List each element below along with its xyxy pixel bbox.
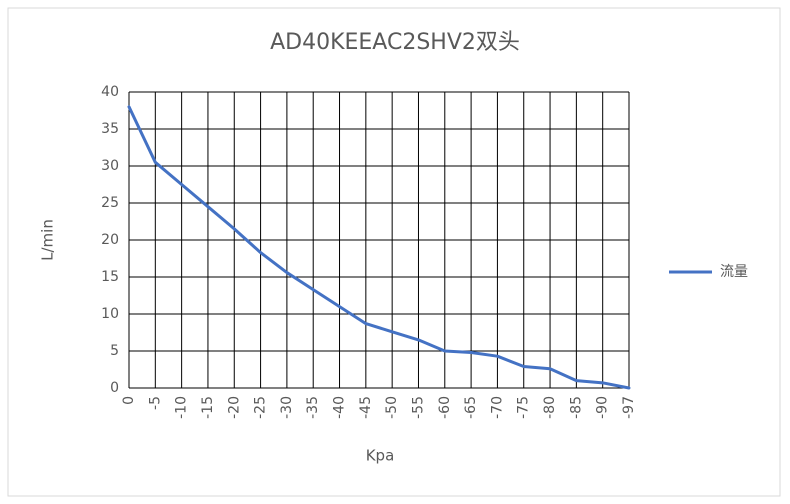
chart-frame — [7, 7, 781, 497]
y-axis-title: L/min — [39, 219, 57, 261]
x-axis-title: Kpa — [366, 447, 395, 465]
y-tick-label: 20 — [101, 232, 119, 248]
legend-label: 流量 — [720, 264, 748, 280]
y-tick-label: 35 — [101, 121, 119, 137]
y-tick-label: 0 — [110, 380, 119, 396]
x-tick-label: -50 — [384, 396, 400, 419]
y-tick-label: 40 — [101, 84, 119, 100]
x-tick-label: -70 — [489, 396, 505, 419]
chart-title: AD40KEEAC2SHV2双头 — [270, 30, 520, 55]
x-tick-label: -45 — [358, 396, 374, 419]
x-tick-label: -25 — [253, 396, 269, 419]
y-tick-label: 5 — [110, 343, 119, 359]
x-tick-label: -40 — [332, 396, 348, 419]
x-tick-label: -80 — [542, 396, 558, 419]
y-tick-label: 15 — [101, 269, 119, 285]
x-tick-label: -55 — [410, 396, 426, 419]
y-tick-label: 25 — [101, 195, 119, 211]
x-tick-label: -75 — [516, 396, 532, 419]
data-line — [127, 105, 631, 390]
x-tick-label: -30 — [279, 396, 295, 419]
x-tick-label: -85 — [568, 396, 584, 419]
y-tick-label: 30 — [101, 158, 119, 174]
x-tick-label: -10 — [174, 396, 190, 419]
x-tick-label: -20 — [226, 396, 242, 419]
x-tick-label: -5 — [147, 396, 163, 410]
x-tick-label: -35 — [305, 396, 321, 419]
x-tick-label: -90 — [595, 396, 611, 419]
x-tick-label: -65 — [463, 396, 479, 419]
x-tick-label: -60 — [437, 396, 453, 419]
y-tick-label: 10 — [101, 306, 119, 322]
x-tick-label: 0 — [121, 396, 137, 405]
x-tick-label: -15 — [200, 396, 216, 419]
x-tick-label: -97 — [621, 396, 637, 419]
